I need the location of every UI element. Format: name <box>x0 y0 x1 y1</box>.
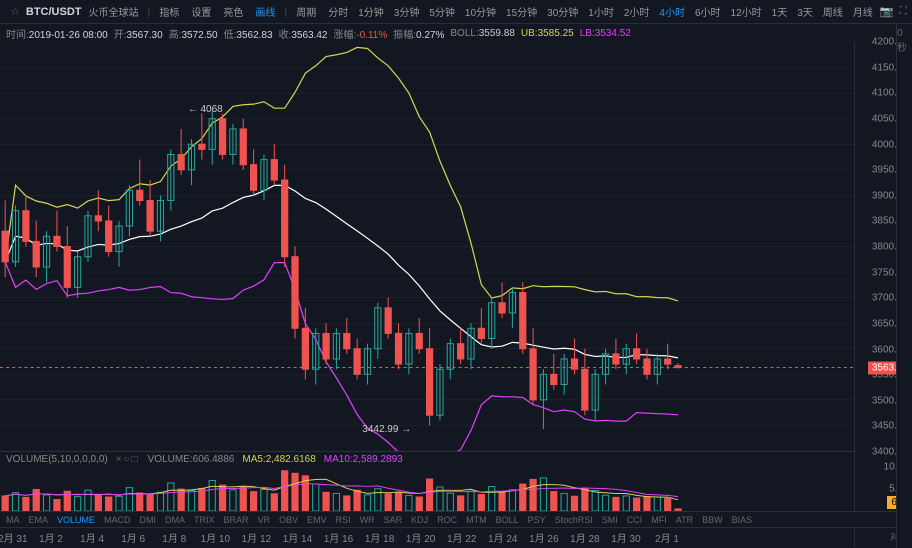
annotation-low: 3442.99 → <box>362 424 411 435</box>
ind-OBV[interactable]: OBV <box>279 515 298 525</box>
tf-1天[interactable]: 1天 <box>767 8 793 19</box>
ind-CCI[interactable]: CCI <box>627 515 643 525</box>
vol-controls[interactable]: ×○□ <box>116 454 140 465</box>
exchange[interactable]: 火币全球站 <box>83 4 143 19</box>
info-bar: 时间:2019-01-26 08:00 开:3567.30 高:3572.50 … <box>0 24 912 42</box>
tf-4小时[interactable]: 4小时 <box>654 8 690 19</box>
btn-draw[interactable]: 画线 <box>250 4 280 19</box>
right-sec-label: 0秒 <box>897 28 912 54</box>
ind-MA[interactable]: MA <box>6 515 20 525</box>
ind-MACD[interactable]: MACD <box>104 515 131 525</box>
tf-12小时[interactable]: 12小时 <box>726 8 767 19</box>
fullscreen-icon[interactable]: ⛶ <box>899 5 907 18</box>
ind-DMI[interactable]: DMI <box>140 515 157 525</box>
ind-VOLUME[interactable]: VOLUME <box>57 515 95 525</box>
tf-10分钟[interactable]: 10分钟 <box>460 8 501 19</box>
tf-15分钟[interactable]: 15分钟 <box>501 8 542 19</box>
ind-SAR[interactable]: SAR <box>384 515 403 525</box>
star-icon[interactable]: ☆ <box>10 5 20 18</box>
tf-月线[interactable]: 月线 <box>848 8 878 19</box>
camera-icon[interactable]: 📷 <box>880 5 894 18</box>
btn-period[interactable]: 周期 <box>291 4 321 19</box>
ind-ATR[interactable]: ATR <box>676 515 693 525</box>
ind-BBW[interactable]: BBW <box>702 515 723 525</box>
main-chart-area: ← 4068 3442.99 → 3400.003450.003500.0035… <box>0 42 912 452</box>
volume-info: VOLUME(5,10,0,0,0,0) ×○□ VOLUME:606.4886… <box>6 454 403 465</box>
btn-light[interactable]: 亮色 <box>218 4 248 19</box>
ind-RSI[interactable]: RSI <box>336 515 351 525</box>
ind-MTM[interactable]: MTM <box>466 515 487 525</box>
btn-settings[interactable]: 设置 <box>186 4 216 19</box>
price-chart[interactable]: ← 4068 3442.99 → <box>0 42 854 452</box>
ind-KDJ[interactable]: KDJ <box>411 515 428 525</box>
ind-TRIX[interactable]: TRIX <box>194 515 215 525</box>
right-column: 0秒 <box>896 24 912 548</box>
ind-VR[interactable]: VR <box>258 515 271 525</box>
tf-分时[interactable]: 分时 <box>323 8 353 19</box>
volume-panel: VOLUME(5,10,0,0,0,0) ×○□ VOLUME:606.4886… <box>0 452 912 512</box>
ind-WR[interactable]: WR <box>360 515 375 525</box>
ind-MFI[interactable]: MFI <box>651 515 667 525</box>
symbol[interactable]: BTC/USDT <box>26 6 82 18</box>
tf-1小时[interactable]: 1小时 <box>583 8 619 19</box>
ind-BOLL[interactable]: BOLL <box>496 515 519 525</box>
ind-BRAR[interactable]: BRAR <box>224 515 249 525</box>
ind-SMI[interactable]: SMI <box>602 515 618 525</box>
tf-1分钟[interactable]: 1分钟 <box>353 8 389 19</box>
btn-indicator[interactable]: 指标 <box>154 4 184 19</box>
tf-周线[interactable]: 周线 <box>818 8 848 19</box>
ind-PSY[interactable]: PSY <box>528 515 546 525</box>
annotation-high: ← 4068 <box>188 104 223 115</box>
ind-DMA[interactable]: DMA <box>165 515 185 525</box>
ind-ROC[interactable]: ROC <box>437 515 457 525</box>
tf-2小时[interactable]: 2小时 <box>619 8 655 19</box>
tf-30分钟[interactable]: 30分钟 <box>542 8 583 19</box>
ind-EMA[interactable]: EMA <box>29 515 49 525</box>
toolbar-icons: 📷 ⛶ <box>880 5 907 18</box>
ind-StochRSI[interactable]: StochRSI <box>555 515 593 525</box>
tf-3天[interactable]: 3天 <box>792 8 818 19</box>
tf-6小时[interactable]: 6小时 <box>690 8 726 19</box>
volume-chart[interactable]: VOLUME(5,10,0,0,0,0) ×○□ VOLUME:606.4886… <box>0 452 854 511</box>
ind-BIAS[interactable]: BIAS <box>732 515 753 525</box>
indicator-bar: MA EMA VOLUME MACD DMI DMA TRIX BRAR VR OBV EMV RSI… <box>0 512 912 528</box>
x-axis: 12月 311月 21月 41月 61月 81月 101月 121月 141月 … <box>0 528 912 546</box>
tf-5分钟[interactable]: 5分钟 <box>424 8 460 19</box>
toolbar: ☆ BTC/USDT 火币全球站 | 指标 设置 亮色 画线 | 周期 分时1分… <box>0 0 912 24</box>
timeframe-row: 分时1分钟3分钟5分钟10分钟15分钟30分钟1小时2小时4小时6小时12小时1… <box>323 4 878 19</box>
ind-EMV[interactable]: EMV <box>307 515 327 525</box>
tf-3分钟[interactable]: 3分钟 <box>389 8 425 19</box>
